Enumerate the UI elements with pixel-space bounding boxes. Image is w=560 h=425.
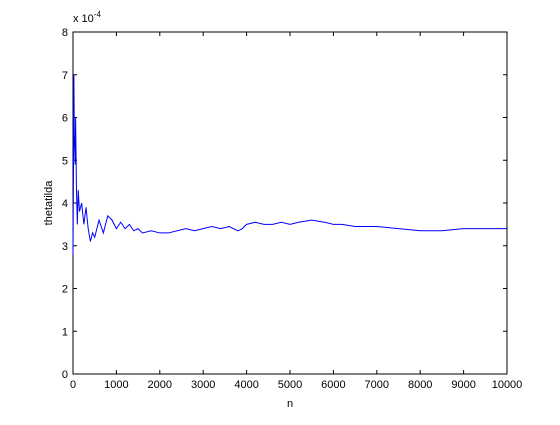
x-tick-label: 10000 [492, 379, 523, 391]
x-tick-label: 0 [70, 379, 76, 391]
x-tick-label: 6000 [321, 379, 345, 391]
x-tick-label: 9000 [451, 379, 475, 391]
y-tick-label: 0 [62, 369, 68, 381]
y-multiplier-base: x 10 [73, 13, 94, 25]
x-tick-label: 3000 [191, 379, 215, 391]
axes-box [72, 31, 508, 375]
y-axis-label: thetatilda [43, 180, 55, 226]
x-tick-label: 4000 [234, 379, 258, 391]
y-multiplier-exponent: -4 [94, 10, 102, 19]
y-tick-label: 2 [62, 284, 68, 296]
y-tick-label: 7 [62, 70, 68, 82]
y-tick-label: 6 [62, 113, 68, 125]
x-tick-label: 1000 [104, 379, 128, 391]
x-tick-label: 5000 [278, 379, 302, 391]
y-tick-label: 5 [62, 155, 68, 167]
y-tick-label: 8 [62, 27, 68, 39]
y-tick-label: 1 [62, 326, 68, 338]
x-tick-label: 7000 [365, 379, 389, 391]
y-tick-label: 3 [62, 241, 68, 253]
y-tick-label: 4 [62, 198, 68, 210]
x-axis-label: n [287, 398, 293, 410]
x-tick-label: 2000 [148, 379, 172, 391]
x-tick-label: 8000 [408, 379, 432, 391]
data-line [72, 74, 507, 255]
y-multiplier: x 10-4 [73, 10, 101, 25]
